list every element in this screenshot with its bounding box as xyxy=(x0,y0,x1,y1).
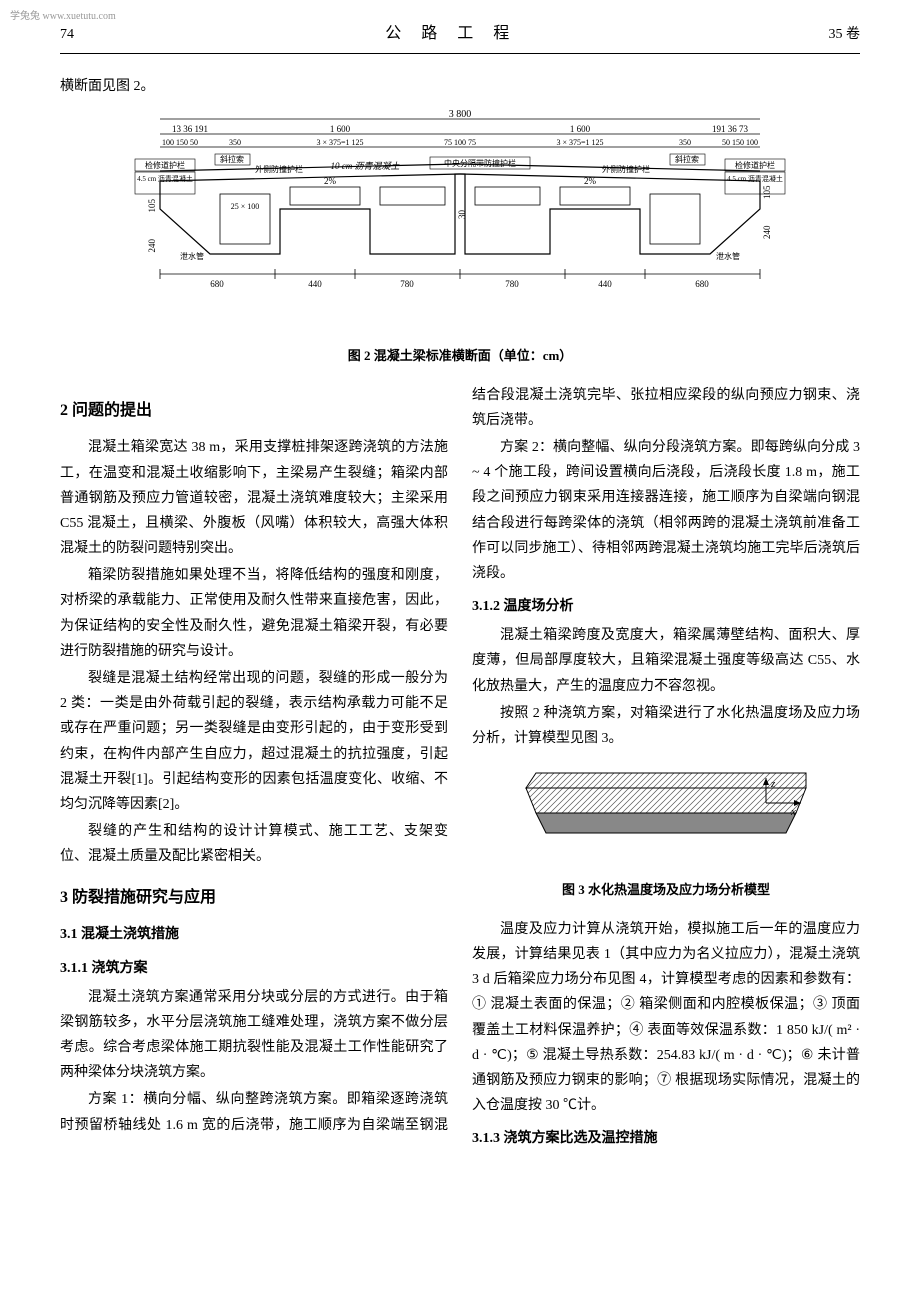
svg-text:100 150 50: 100 150 50 xyxy=(162,138,198,147)
svg-text:检修道护栏: 检修道护栏 xyxy=(735,160,775,170)
section-3-1-heading: 3.1 混凝土浇筑措施 xyxy=(60,922,448,947)
figure-reference: 横断面见图 2。 xyxy=(60,74,860,99)
figure-2-caption: 图 2 混凝土梁标准横断面（单位：cm） xyxy=(60,344,860,367)
svg-text:440: 440 xyxy=(308,279,322,289)
svg-text:3 × 375=1 125: 3 × 375=1 125 xyxy=(556,138,603,147)
section-3-1-2-p3: 温度及应力计算从浇筑开始，模拟施工后一年的温度应力发展，计算结果见表 1（其中应… xyxy=(472,917,860,1119)
svg-text:斜拉索: 斜拉索 xyxy=(675,154,699,164)
svg-text:z: z xyxy=(770,778,776,790)
section-2-p1: 混凝土箱梁宽达 38 m，采用支撑桩排架逐跨浇筑的方法施工，在温变和混凝土收缩影… xyxy=(60,435,448,561)
svg-text:检修道护栏: 检修道护栏 xyxy=(145,160,185,170)
section-3-1-2-p1: 混凝土箱梁跨度及宽度大，箱梁属薄壁结构、面积大、厚度薄，但局部厚度较大，且箱梁混… xyxy=(472,623,860,699)
journal-title: 公 路 工 程 xyxy=(385,20,517,49)
section-3-1-1-heading: 3.1.1 浇筑方案 xyxy=(60,956,448,981)
figure-2-container: 3 800 13 36 191 1 600 1 600 191 36 73 10… xyxy=(60,109,860,368)
watermark: 学兔兔 www.xuetutu.com xyxy=(10,8,116,26)
svg-text:外侧防撞护栏: 外侧防撞护栏 xyxy=(255,164,303,174)
svg-text:240: 240 xyxy=(147,238,157,252)
svg-text:1 600: 1 600 xyxy=(570,124,591,134)
section-2-heading: 2 问题的提出 xyxy=(60,397,448,426)
svg-text:680: 680 xyxy=(210,279,224,289)
section-2-p2: 箱梁防裂措施如果处理不当，将降低结构的强度和刚度，对桥梁的承载能力、正常使用及耐… xyxy=(60,563,448,664)
svg-text:75 100 75: 75 100 75 xyxy=(444,138,476,147)
svg-text:240: 240 xyxy=(762,225,772,239)
svg-text:105: 105 xyxy=(762,185,772,199)
svg-text:350: 350 xyxy=(679,138,691,147)
svg-text:30: 30 xyxy=(457,209,467,219)
svg-text:780: 780 xyxy=(505,279,519,289)
figure-3-container: z x 图 3 水化热温度场及应力场分析模型 xyxy=(472,763,860,902)
svg-text:2%: 2% xyxy=(584,176,597,186)
svg-text:4.5 cm 沥青混凝土: 4.5 cm 沥青混凝土 xyxy=(727,174,783,183)
svg-text:2%: 2% xyxy=(324,176,337,186)
svg-text:25 × 100: 25 × 100 xyxy=(231,202,260,211)
svg-text:440: 440 xyxy=(598,279,612,289)
svg-text:105: 105 xyxy=(147,198,157,212)
svg-text:外侧防撞护栏: 外侧防撞护栏 xyxy=(602,164,650,174)
svg-text:3 800: 3 800 xyxy=(449,109,472,120)
section-3-1-3-heading: 3.1.3 浇筑方案比选及温控措施 xyxy=(472,1126,860,1151)
page-header: 74 公 路 工 程 35 卷 xyxy=(60,20,860,54)
svg-text:191 36 73: 191 36 73 xyxy=(712,124,749,134)
figure-3-caption: 图 3 水化热温度场及应力场分析模型 xyxy=(472,878,860,901)
svg-text:680: 680 xyxy=(695,279,709,289)
svg-text:4.5 cm 沥青混凝土: 4.5 cm 沥青混凝土 xyxy=(137,174,193,183)
svg-text:斜拉索: 斜拉索 xyxy=(220,154,244,164)
svg-text:中央分隔带防撞护栏: 中央分隔带防撞护栏 xyxy=(444,158,516,168)
svg-text:780: 780 xyxy=(400,279,414,289)
section-3-heading: 3 防裂措施研究与应用 xyxy=(60,884,448,913)
article-body: 2 问题的提出 混凝土箱梁宽达 38 m，采用支撑桩排架逐跨浇筑的方法施工，在温… xyxy=(60,383,860,1152)
svg-text:350: 350 xyxy=(229,138,241,147)
svg-text:3 × 375=1 125: 3 × 375=1 125 xyxy=(316,138,363,147)
section-2-p4: 裂缝的产生和结构的设计计算模式、施工工艺、支架变位、混凝土质量及配比紧密相关。 xyxy=(60,819,448,869)
svg-text:泄水管: 泄水管 xyxy=(180,251,204,261)
section-3-1-1-p3: 方案 2：横向整幅、纵向分段浇筑方案。即每跨纵向分成 3 ~ 4 个施工段，跨间… xyxy=(472,435,860,586)
section-3-1-1-p1: 混凝土浇筑方案通常采用分块或分层的方式进行。由于箱梁钢筋较多，水平分层浇筑施工缝… xyxy=(60,985,448,1086)
svg-text:13 36 191: 13 36 191 xyxy=(172,124,208,134)
svg-text:泄水管: 泄水管 xyxy=(716,251,740,261)
figure-3-svg: z x xyxy=(516,763,816,863)
svg-text:10 cm 沥青混凝土: 10 cm 沥青混凝土 xyxy=(331,161,401,171)
figure-2-svg: 3 800 13 36 191 1 600 1 600 191 36 73 10… xyxy=(60,109,860,329)
volume-label: 35 卷 xyxy=(828,22,860,47)
section-3-1-2-heading: 3.1.2 温度场分析 xyxy=(472,594,860,619)
svg-text:50 150 100: 50 150 100 xyxy=(722,138,758,147)
svg-text:1 600: 1 600 xyxy=(330,124,351,134)
section-3-1-2-p2: 按照 2 种浇筑方案，对箱梁进行了水化热温度场及应力场分析，计算模型见图 3。 xyxy=(472,701,860,751)
svg-text:x: x xyxy=(790,806,796,818)
section-2-p3: 裂缝是混凝土结构经常出现的问题，裂缝的形成一般分为 2 类：一类是由外荷载引起的… xyxy=(60,666,448,817)
